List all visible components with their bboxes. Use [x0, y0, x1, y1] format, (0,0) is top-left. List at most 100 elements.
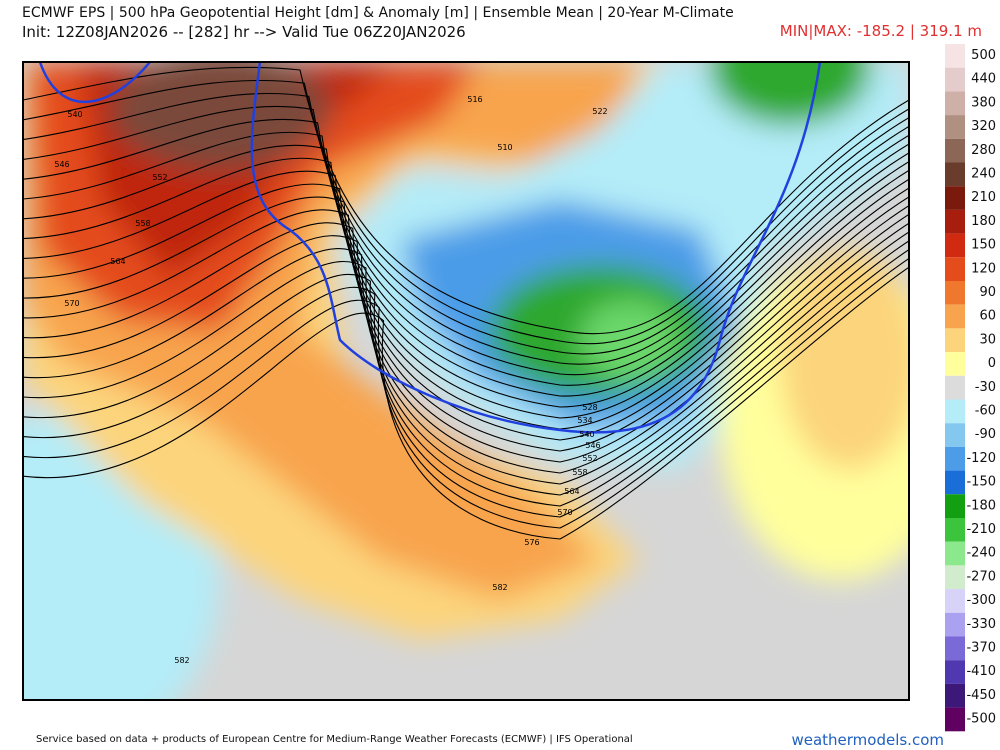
contour-line [23, 178, 909, 430]
colorbar-label: 440 [971, 72, 996, 87]
colorbar-swatch [945, 470, 965, 495]
colorbar-swatch [945, 91, 965, 116]
colorbar-label: -120 [966, 451, 996, 466]
colorbar-label: -410 [966, 664, 996, 679]
contour-line [23, 266, 909, 540]
colorbar-swatch [945, 352, 965, 376]
contour-line [23, 222, 909, 485]
colorbar-label: 90 [979, 285, 996, 300]
contour-line [23, 257, 909, 529]
colorbar-label: -270 [966, 569, 996, 584]
colorbar-label: 180 [971, 214, 996, 229]
contour-label: 570 [64, 299, 79, 308]
contour-line [23, 157, 909, 408]
contour-label: 516 [467, 95, 482, 104]
contour-label: 528 [582, 403, 597, 412]
colorbar-swatch [945, 44, 965, 68]
colorbar-label: 320 [971, 119, 996, 134]
colorbar-label: 0 [988, 356, 996, 371]
colorbar-label: -60 [975, 404, 996, 419]
contour-label: 540 [67, 110, 82, 119]
contour-label: 582 [492, 583, 507, 592]
colorbar-label: -210 [966, 522, 996, 537]
colorbar-swatch [945, 541, 965, 566]
contour-line [23, 196, 909, 452]
contour-label: 546 [585, 441, 600, 450]
colorbar-swatch [945, 423, 965, 447]
map-field: 540 546 552 558 564 570 516 522 510 528 534 540 546 5… [23, 62, 909, 700]
contour-line [23, 79, 909, 345]
colorbar-swatch [945, 565, 965, 590]
colorbar-label: 280 [971, 143, 996, 158]
colorbar-swatch [945, 612, 965, 637]
colorbar-label: 30 [979, 332, 996, 347]
contour-line [23, 231, 909, 496]
colorbar-swatch [945, 281, 965, 305]
colorbar-swatch [945, 304, 965, 329]
subtitle: Init: 12Z08JAN2026 -- [282] hr --> Valid… [22, 23, 466, 41]
colorbar-label: 500 [971, 48, 996, 63]
colorbar-swatch [945, 446, 965, 471]
contour-label: 540 [579, 430, 594, 439]
contour-label: 570 [557, 508, 572, 517]
colorbar-label: -240 [966, 546, 996, 561]
contour-label: 576 [524, 538, 539, 547]
colorbar-swatch [945, 399, 965, 424]
logo: weathermodels.com [791, 731, 944, 749]
title: ECMWF EPS | 500 hPa Geopotential Height … [22, 5, 734, 21]
footer: Service based on data + products of Euro… [36, 734, 633, 745]
colorbar-label: -370 [966, 641, 996, 656]
colorbar-swatch [945, 67, 965, 92]
contour-line [23, 118, 909, 376]
contour-label: 546 [54, 160, 69, 169]
contour-line [23, 105, 909, 365]
contour-label: 564 [110, 257, 125, 266]
colorbar-swatch [945, 494, 965, 518]
contour-label: 558 [572, 468, 587, 477]
colorbar-swatch [945, 683, 965, 708]
colorbar-swatch [945, 209, 965, 234]
contour-label: 510 [497, 143, 512, 152]
contour-label: 558 [135, 219, 150, 228]
colorbar-label: -30 [975, 380, 996, 395]
min-max: MIN|MAX: -185.2 | 319.1 m [779, 22, 982, 40]
contour-label: 552 [152, 173, 167, 182]
colorbar-label: -450 [966, 688, 996, 703]
colorbar-label: 210 [971, 190, 996, 205]
colorbar-swatch [945, 636, 965, 661]
contour-line [23, 66, 909, 335]
contour-line [23, 205, 909, 463]
colorbar-swatch [945, 518, 965, 542]
colorbar-label: 240 [971, 167, 996, 182]
colorbar-swatch [945, 233, 965, 258]
colorbar-swatch [945, 328, 965, 353]
contour-label: 522 [592, 107, 607, 116]
colorbar-label: -500 [966, 712, 996, 727]
colorbar-swatch [945, 186, 965, 210]
colorbar-label: -300 [966, 593, 996, 608]
contour-label: 552 [582, 454, 597, 463]
contour-line [23, 169, 909, 419]
contour-line [23, 144, 909, 397]
colorbar-swatch [945, 138, 965, 163]
colorbar-label: 150 [971, 238, 996, 253]
contour-label: 564 [564, 487, 579, 496]
colorbar-label: 380 [971, 95, 996, 110]
colorbar-label: -150 [966, 475, 996, 490]
contour-line [23, 187, 909, 441]
colorbar-swatch [945, 375, 965, 400]
colorbar-label: 120 [971, 261, 996, 276]
colorbar-swatch [945, 257, 965, 281]
colorbar-label: -330 [966, 617, 996, 632]
contour-line [23, 213, 909, 474]
colorbar-swatch [945, 589, 965, 613]
colorbar-label: -180 [966, 498, 996, 513]
colorbar-swatch [945, 707, 965, 732]
colorbar-swatch [945, 115, 965, 139]
contour-line [23, 92, 909, 355]
contour-label: 582 [174, 656, 189, 665]
colorbar-swatch [945, 660, 965, 684]
contour-label: 534 [577, 416, 592, 425]
